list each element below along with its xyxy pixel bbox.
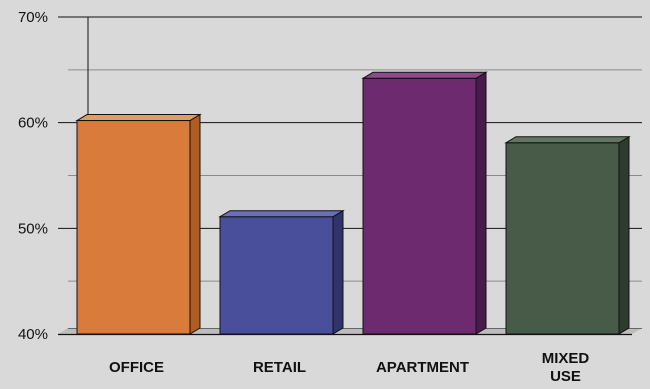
y-tick-label: 60% <box>18 115 48 132</box>
bar-front <box>505 142 620 335</box>
bar <box>218 209 345 335</box>
bar-top <box>361 71 488 79</box>
bar-side <box>189 113 201 335</box>
bar <box>504 135 631 335</box>
bar <box>361 71 488 335</box>
x-tick-label: RETAIL <box>253 359 306 376</box>
bar-top <box>218 210 345 218</box>
x-tick-label: MIXED USE <box>542 350 590 385</box>
bar-side <box>475 71 487 335</box>
y-axis-labels: 40% 50% 60% 70% <box>18 9 48 343</box>
y-tick-label: 50% <box>18 220 48 237</box>
y-tick-label: 70% <box>18 9 48 26</box>
bar-side <box>332 209 344 335</box>
bar <box>75 113 202 335</box>
x-tick-label: OFFICE <box>109 359 164 376</box>
bar-side <box>618 135 630 335</box>
y-tick-label: 40% <box>18 326 48 343</box>
bar-front <box>362 77 477 335</box>
bars <box>75 71 631 335</box>
bar-front <box>76 120 191 335</box>
floor-plane <box>58 328 642 334</box>
x-tick-label: APARTMENT <box>376 359 469 376</box>
bar-top <box>75 114 202 122</box>
x-axis-labels: OFFICE RETAIL APARTMENT MIXED USE <box>109 350 589 385</box>
bar-front <box>219 216 334 335</box>
bar-top <box>504 136 631 144</box>
